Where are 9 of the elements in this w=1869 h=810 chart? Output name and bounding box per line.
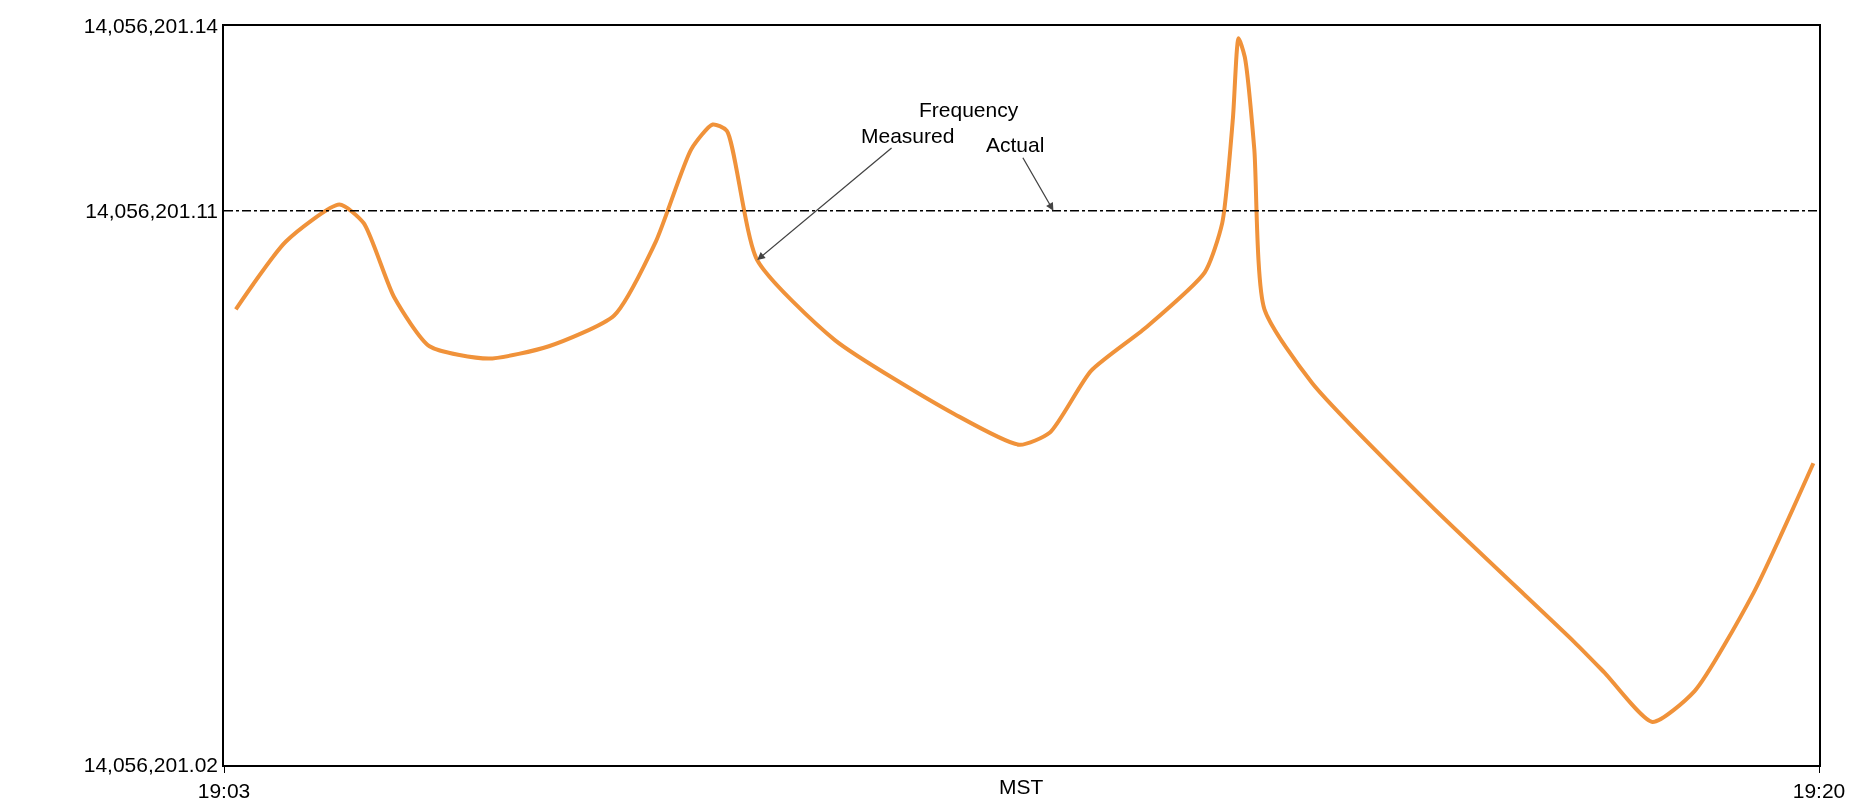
x-tick-label: 19:03 [197,778,251,802]
annotation: Frequency [919,98,1019,121]
x-tick-label: 19:20 [1792,778,1846,802]
y-tick-label: 14,056,201.11 [85,199,219,223]
ref-line-label: Actual [986,133,1045,156]
x-axis-title: MST [999,775,1044,798]
annotation: Measured [861,124,955,147]
y-tick-label: 14,056,201.14 [83,14,219,38]
y-tick-label: 14,056,201.02 [83,753,219,777]
